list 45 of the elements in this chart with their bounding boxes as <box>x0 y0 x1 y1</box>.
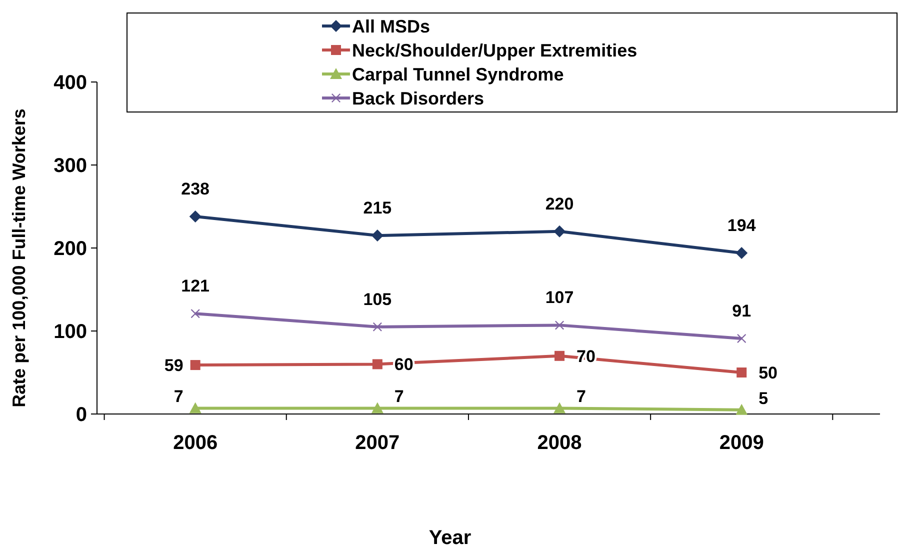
x-tick-label: 2009 <box>719 432 764 454</box>
point <box>736 404 748 415</box>
x-tick-label: 2008 <box>537 432 582 454</box>
data-label: 194 <box>727 216 756 235</box>
data-label: 50 <box>758 364 778 382</box>
point <box>371 230 384 242</box>
point <box>736 368 747 378</box>
y-tick-label: 200 <box>54 238 87 260</box>
point <box>190 309 200 318</box>
point <box>736 246 748 259</box>
data-label: 91 <box>732 301 752 320</box>
legend-label: Neck/Shoulder/Upper Extremities <box>352 40 638 60</box>
point <box>189 402 202 414</box>
data-label: 107 <box>545 288 574 308</box>
point <box>554 350 565 361</box>
x-axis-title: Year <box>428 527 472 546</box>
data-label: 105 <box>363 290 392 309</box>
x-tick-label: 2007 <box>355 432 400 454</box>
legend-label: Carpal Tunnel Syndrome <box>352 64 564 84</box>
data-label: 220 <box>545 194 574 214</box>
point <box>372 322 382 332</box>
y-tick-label: 300 <box>54 155 87 177</box>
point <box>554 402 566 414</box>
x-tick-label: 2006 <box>173 432 218 454</box>
y-tick-label: 400 <box>54 72 87 94</box>
y-tick-label: 100 <box>54 321 87 343</box>
legend-label: All MSDs <box>352 16 430 36</box>
data-label: 7 <box>576 387 586 406</box>
data-label: 215 <box>363 198 392 218</box>
point <box>555 320 564 330</box>
data-label: 7 <box>394 387 404 406</box>
point <box>372 359 382 370</box>
data-label: 7 <box>174 387 184 406</box>
data-label: 238 <box>181 179 210 198</box>
y-tick-label: 0 <box>76 404 87 426</box>
point <box>371 402 384 414</box>
point <box>189 210 202 222</box>
data-label: 121 <box>181 276 210 296</box>
data-label: 5 <box>758 388 768 408</box>
legend-label: Back Disorders <box>352 88 484 108</box>
y-axis-title: Rate per 100,000 Full-time Workers <box>9 108 29 408</box>
data-label: 59 <box>164 356 184 376</box>
point <box>554 225 566 238</box>
point <box>737 334 746 343</box>
point <box>190 360 200 370</box>
